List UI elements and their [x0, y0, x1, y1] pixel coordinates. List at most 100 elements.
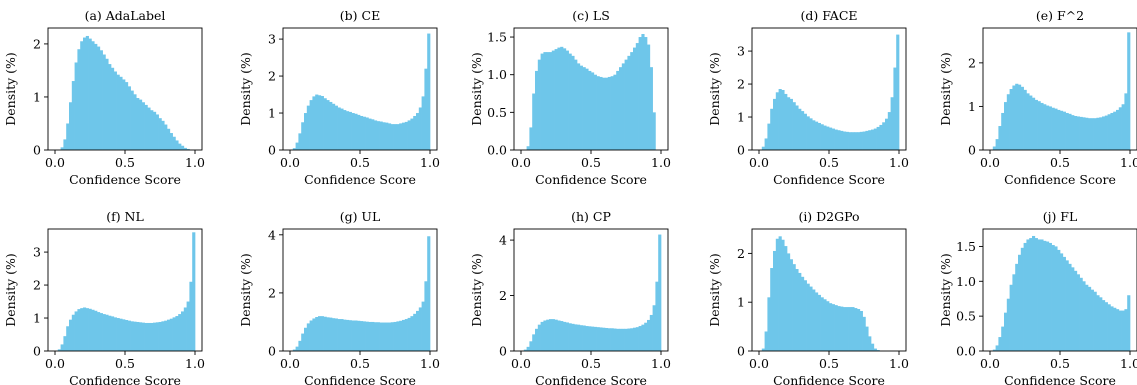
- histogram-bar: [77, 309, 81, 351]
- histogram-bar: [399, 320, 403, 351]
- subplot-title: (h) CP: [571, 209, 611, 224]
- histogram-bar: [1107, 304, 1111, 351]
- histogram-bar: [1023, 89, 1027, 150]
- histogram-bar: [834, 305, 838, 351]
- x-tick-label: 0.5: [819, 356, 839, 371]
- y-tick-label: 1.5: [487, 30, 507, 45]
- histogram-bar: [616, 70, 620, 150]
- histogram-bar: [1076, 116, 1080, 150]
- histogram-bar: [346, 319, 350, 351]
- histogram-bar: [551, 50, 555, 151]
- histogram-bar: [873, 348, 877, 351]
- x-tick-label: 0.0: [45, 155, 65, 170]
- histogram-bar: [803, 280, 807, 351]
- histogram-bar: [169, 133, 173, 150]
- x-axis-label: Confidence Score: [535, 373, 647, 385]
- histogram-bar: [1088, 286, 1092, 351]
- histogram-bar: [535, 328, 539, 351]
- histogram-bar: [385, 322, 389, 351]
- histogram-bar: [887, 112, 891, 150]
- histogram-bar: [427, 236, 431, 351]
- histogram-bar: [326, 317, 330, 351]
- histogram-bar: [543, 52, 547, 150]
- x-tick-label: 0.0: [749, 356, 769, 371]
- x-tick-label: 0.5: [1050, 155, 1070, 170]
- x-tick-label: 1.0: [1120, 155, 1137, 170]
- histogram-bar: [416, 113, 420, 150]
- histogram-bar: [1076, 274, 1080, 351]
- histogram-bar: [348, 111, 352, 150]
- histogram-bar: [540, 321, 544, 351]
- histogram-bar: [393, 321, 397, 351]
- subplot-title: (f) NL: [106, 209, 144, 224]
- histogram-bar: [798, 272, 802, 351]
- histogram-bar: [1065, 260, 1069, 351]
- histogram-bar: [1018, 254, 1022, 351]
- histogram-bar: [362, 321, 366, 351]
- histogram-bar: [890, 97, 894, 150]
- histogram-bar: [413, 313, 417, 351]
- histogram-bar: [312, 318, 316, 351]
- histogram-bar: [599, 327, 603, 351]
- histogram-bar: [647, 319, 651, 351]
- histogram-bar: [295, 346, 299, 351]
- histogram-bar: [1012, 274, 1016, 351]
- histogram-bar: [181, 145, 185, 150]
- histogram-bar: [141, 102, 145, 150]
- histogram-bar: [815, 121, 819, 150]
- histogram-bar: [851, 132, 855, 150]
- histogram-bar: [192, 232, 196, 351]
- histogram-bar: [616, 328, 620, 351]
- histogram-bar: [164, 124, 168, 150]
- histogram-bar: [577, 324, 581, 351]
- histogram-bar: [582, 67, 586, 150]
- y-axis-label: Density (%): [3, 52, 18, 126]
- histogram-bar: [644, 322, 648, 351]
- histogram-bar: [1113, 307, 1117, 351]
- histogram-bar: [309, 320, 313, 351]
- histogram-bar: [574, 59, 578, 150]
- histogram-bar: [382, 322, 386, 351]
- x-axis-label: Confidence Score: [69, 373, 181, 385]
- histogram-bar: [1127, 32, 1131, 150]
- histogram-bar: [396, 124, 400, 150]
- histogram-bar: [357, 320, 361, 351]
- x-tick-label: 0.0: [749, 155, 769, 170]
- histogram-bar: [837, 306, 841, 351]
- subplot-title: (b) CE: [340, 8, 380, 23]
- histogram-bar: [540, 53, 544, 150]
- histogram-bar: [546, 52, 550, 150]
- subplot-title: (c) LS: [572, 8, 610, 23]
- x-tick-label: 0.5: [581, 155, 601, 170]
- histogram-bar: [607, 76, 611, 150]
- histogram-bar: [1006, 94, 1010, 150]
- subplot-8: 0.0 0.5 1.0 0 2 4 (h) CP Confidence Score Densit…: [469, 209, 671, 385]
- histogram-bar: [781, 89, 785, 150]
- histogram-bar: [298, 340, 302, 351]
- histogram-bar: [295, 142, 299, 150]
- histogram-bar: [158, 321, 162, 351]
- histogram-bar: [1071, 267, 1075, 351]
- histogram-bar: [102, 314, 106, 351]
- histogram-bar: [99, 313, 103, 351]
- histogram-bar: [186, 301, 190, 351]
- histogram-bar: [334, 318, 338, 351]
- histogram-bar: [593, 326, 597, 351]
- x-axis-label: Confidence Score: [304, 172, 416, 187]
- histogram-bar: [532, 93, 536, 150]
- histogram-bar: [859, 310, 863, 351]
- histogram-bar: [1104, 302, 1108, 351]
- subplot-9: 0.0 0.5 1.0 0 1 2 (i) D2GPo Confidence Score Den…: [707, 209, 909, 385]
- histogram-bar: [127, 320, 131, 351]
- histogram-bar: [591, 72, 595, 150]
- y-axis-label: Density (%): [3, 253, 18, 327]
- y-tick-label: 2: [268, 285, 276, 300]
- histogram-bar: [862, 131, 866, 150]
- subplot-7: 0.0 0.5 1.0 0 2 4 (g) UL Confidence Score Densit…: [238, 209, 440, 385]
- histogram-bar: [421, 301, 425, 351]
- x-axis-label: Confidence Score: [304, 373, 416, 385]
- histogram-bar: [354, 113, 358, 150]
- y-tick-label: 2: [968, 55, 976, 70]
- histogram-bar: [69, 102, 73, 150]
- histogram-bar: [859, 131, 863, 150]
